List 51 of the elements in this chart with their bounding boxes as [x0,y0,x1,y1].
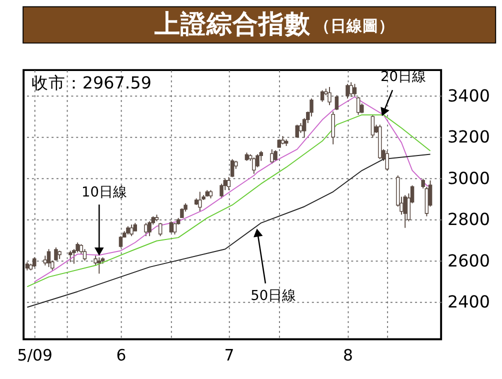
candlestick [198,191,202,212]
y-tick-label: 3200 [447,126,490,147]
y-tick-label: 2800 [447,209,490,230]
candlestick [180,208,184,218]
x-tick-label: 6 [116,345,126,364]
x-tick-label: 8 [343,345,353,364]
candlestick [334,94,339,111]
line-series [26,154,431,308]
y-tick-label: 2600 [447,250,490,270]
candlestick [270,148,274,164]
candlestick [385,150,389,172]
candlestick [328,86,332,106]
y-tick-label: 2400 [447,292,490,312]
candlestick [226,176,231,191]
candlestick [274,150,278,162]
chart-title: 上證綜合指數 [153,10,312,40]
candlestick [346,83,350,100]
candlestick [370,114,375,138]
candlestick [220,183,224,199]
candlestick [118,236,123,248]
candlestick [54,246,58,262]
candlestick [32,256,36,268]
candlestick [356,96,360,116]
candlestick [158,222,162,237]
candlestick [97,256,102,274]
annotation: 50日線 [250,288,296,304]
annotation: 收市：2967.59 [31,72,152,93]
candlestick [148,220,152,237]
candlestick [68,250,72,263]
candlestick [230,158,234,178]
candlestick [252,157,256,174]
candlestick [144,222,148,237]
candlestick [130,224,134,237]
x-tick-label: 5/09 [17,345,52,364]
x-tick-label: 7 [224,345,234,364]
candlestick [169,220,174,234]
candlestick [320,90,324,102]
candlestick [295,124,299,138]
candlestick [298,122,303,134]
y-tick-label: 3000 [447,168,490,188]
chart-subtitle: （日線圖） [314,16,394,35]
annotation: 10日線 [81,184,127,201]
candlestick [331,111,335,145]
y-tick-label: 3400 [447,85,490,106]
candlestick [46,248,51,268]
candlestick [421,178,425,189]
candlestick [43,255,48,266]
candlestick [349,82,353,98]
candlestick [172,222,177,235]
candlestick [403,194,407,228]
candlestick [352,83,357,98]
